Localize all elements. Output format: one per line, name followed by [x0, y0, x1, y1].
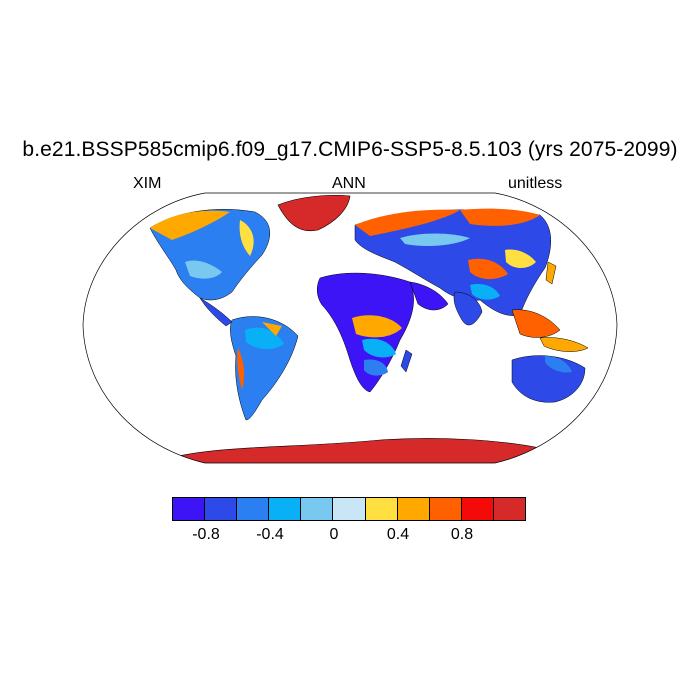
colorbar — [172, 497, 526, 521]
colorbar-box — [173, 498, 206, 520]
colorbar-box — [461, 498, 494, 520]
colorbar-box — [269, 498, 302, 520]
colorbar-box — [397, 498, 430, 520]
map-boundary — [82, 192, 618, 464]
central-america-region — [199, 297, 233, 327]
japan-region — [545, 261, 557, 285]
season-label: ANN — [332, 175, 366, 192]
colorbar-box — [237, 498, 270, 520]
colorbar-tick-label: 0.8 — [450, 526, 474, 543]
colorbar-tick-label: -0.4 — [256, 526, 284, 543]
antarctica-region — [148, 438, 561, 463]
india-region — [453, 291, 483, 326]
new-zealand-region — [601, 391, 615, 411]
colorbar-box — [365, 498, 398, 520]
colorbar-box — [493, 498, 526, 520]
colorbar-box — [301, 498, 334, 520]
page-title: b.e21.BSSP585cmip6.f09_g17.CMIP6-SSP5-8.… — [22, 138, 678, 161]
colorbar-tick-label: 0.4 — [386, 526, 410, 543]
colorbar-box — [333, 498, 366, 520]
arabia-region — [409, 281, 449, 311]
variable-label: XIM — [133, 175, 162, 192]
southeast-asia-region — [511, 309, 561, 338]
colorbar-box — [429, 498, 462, 520]
madagascar-region — [400, 349, 413, 373]
colorbar-box — [205, 498, 238, 520]
colorbar-tick-label: -0.8 — [192, 526, 220, 543]
colorbar-tick-label: 0 — [329, 526, 339, 543]
greenland-region — [277, 194, 351, 232]
units-label: unitless — [508, 175, 563, 192]
